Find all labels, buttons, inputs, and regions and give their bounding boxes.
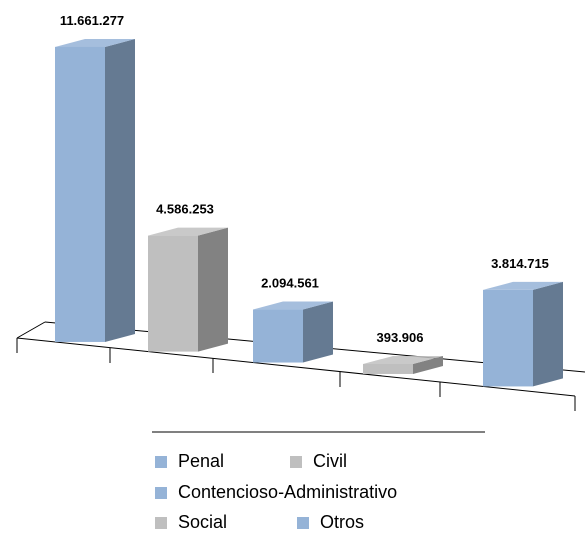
- bar: [55, 46, 105, 342]
- value-label: 393.906: [377, 330, 424, 345]
- legend-swatch: [297, 517, 309, 529]
- bar-side: [533, 281, 563, 387]
- value-label: 11.661.277: [60, 13, 124, 28]
- legend-label: Contencioso-Administrativo: [178, 482, 397, 502]
- legend-swatch: [290, 456, 302, 468]
- bar-top: [483, 281, 563, 290]
- legend-label: Social: [178, 512, 227, 532]
- bar: [253, 309, 303, 363]
- value-label: 3.814.715: [491, 256, 549, 271]
- floor-left-edge: [16, 321, 46, 339]
- bar-side: [413, 355, 443, 374]
- legend-swatch: [155, 456, 167, 468]
- bar-top: [363, 355, 443, 364]
- bar-top: [253, 301, 333, 310]
- legend-label: Otros: [320, 512, 364, 532]
- floor-front-edge: [16, 337, 576, 397]
- bar: [483, 289, 533, 387]
- bar-side: [198, 227, 228, 352]
- bar: [148, 235, 198, 352]
- bar-side: [303, 301, 333, 363]
- value-label: 2.094.561: [261, 276, 319, 291]
- bar-top: [148, 227, 228, 236]
- legend-label: Civil: [313, 451, 347, 471]
- value-label: 4.586.253: [156, 202, 214, 217]
- legend-swatch: [155, 517, 167, 529]
- legend-swatch: [155, 487, 167, 499]
- bar-side: [105, 38, 135, 342]
- bar: [363, 363, 413, 374]
- bar-top: [55, 38, 135, 47]
- legend-label: Penal: [178, 451, 224, 471]
